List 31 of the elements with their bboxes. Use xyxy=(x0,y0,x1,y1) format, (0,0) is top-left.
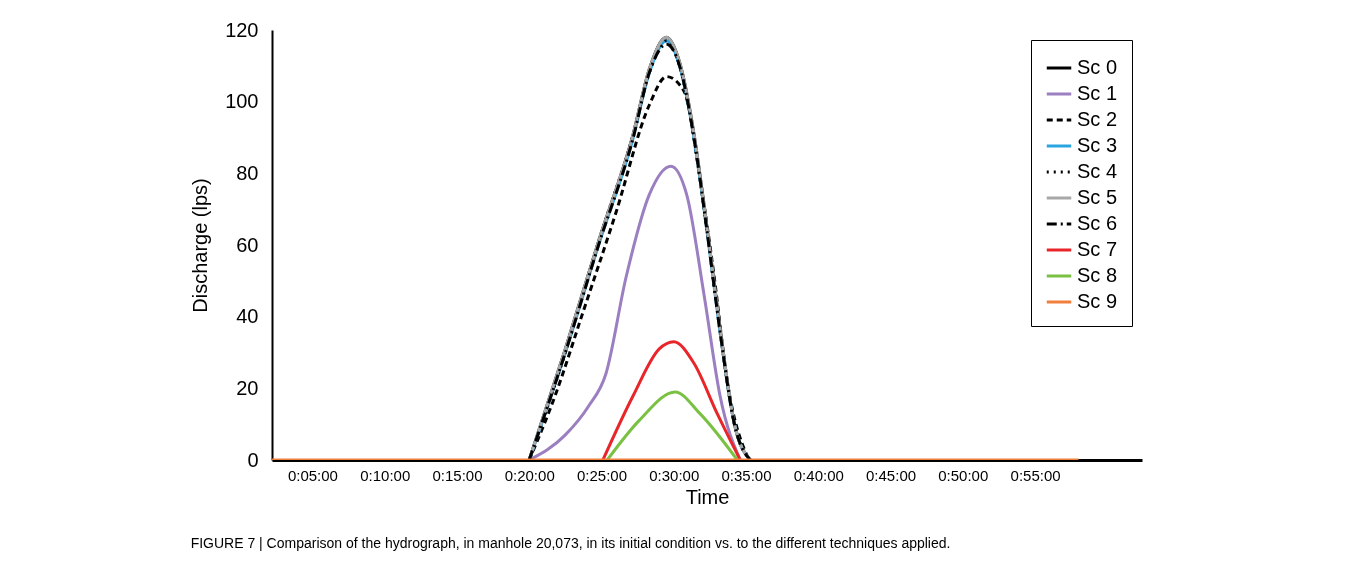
x-tick-label: 0:10:00 xyxy=(360,466,411,484)
legend-label: Sc 3 xyxy=(1077,134,1118,156)
x-tick-label: 0:30:00 xyxy=(649,466,700,484)
y-tick-label: 20 xyxy=(236,376,259,399)
legend-label: Sc 4 xyxy=(1077,160,1118,182)
x-tick-label: 0:15:00 xyxy=(432,466,483,484)
legend-label: Sc 8 xyxy=(1077,264,1118,286)
y-tick-label: 100 xyxy=(225,90,259,113)
y-tick-label: 40 xyxy=(236,305,259,328)
x-axis-title: Time xyxy=(685,485,730,508)
y-axis-title: Discharge (lps) xyxy=(189,178,212,313)
legend-label: Sc 6 xyxy=(1077,212,1118,234)
x-tick-label: 0:55:00 xyxy=(1010,466,1061,484)
x-tick-label: 0:50:00 xyxy=(938,466,989,484)
legend-label: Sc 5 xyxy=(1077,186,1118,208)
y-tick-label: 120 xyxy=(225,18,259,41)
x-tick-label: 0:05:00 xyxy=(287,466,338,484)
x-tick-label: 0:35:00 xyxy=(721,466,772,484)
y-tick-label: 0 xyxy=(247,448,259,471)
x-tick-label: 0:20:00 xyxy=(504,466,555,484)
legend-label: Sc 2 xyxy=(1077,108,1118,130)
legend-label: Sc 7 xyxy=(1077,238,1118,260)
x-tick-label: 0:25:00 xyxy=(576,466,628,484)
legend-label: Sc 0 xyxy=(1077,56,1118,78)
caption: FIGURE 7 | Comparison of the hydrograph, in manhole 20,073, in its initial condition vs. to the different techniques applied. xyxy=(190,535,951,551)
legend-label: Sc 9 xyxy=(1077,290,1118,312)
y-tick-label: 60 xyxy=(236,233,259,256)
x-tick-label: 0:45:00 xyxy=(866,466,917,484)
legend-label: Sc 1 xyxy=(1077,82,1118,104)
y-tick-label: 80 xyxy=(236,161,259,184)
x-tick-label: 0:40:00 xyxy=(793,466,844,484)
